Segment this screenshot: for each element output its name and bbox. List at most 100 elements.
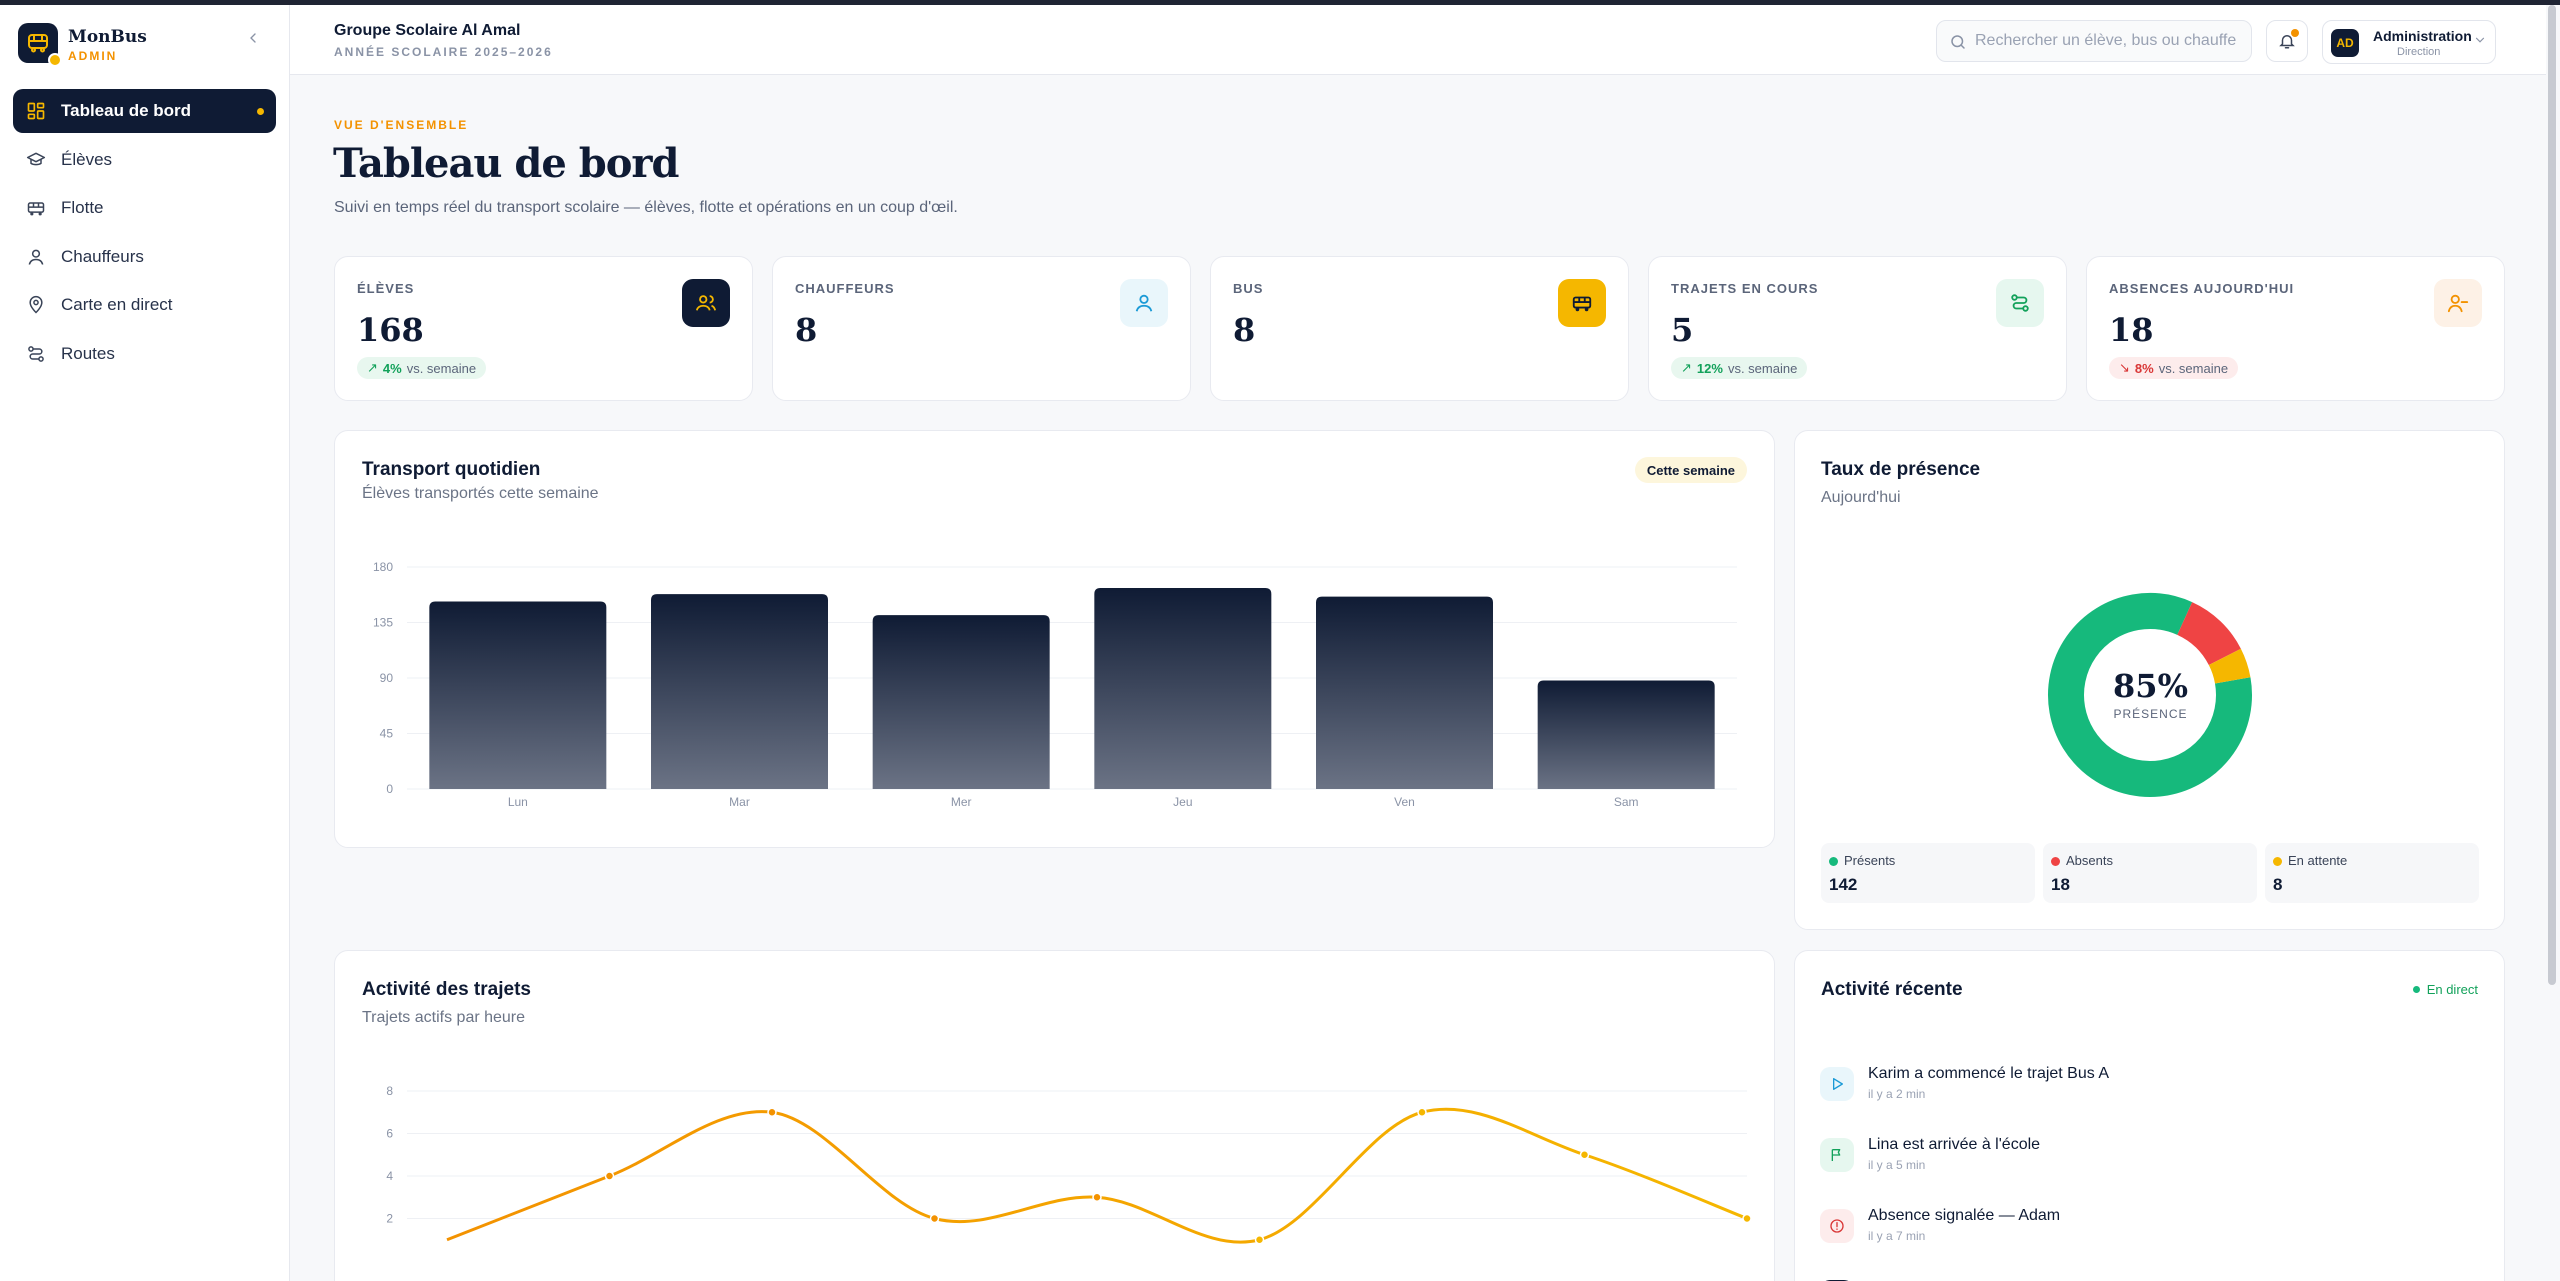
stat-card-eleves[interactable]: ÉLÈVES 168 ↗ 4% vs. semaine	[334, 256, 753, 401]
search-icon	[1951, 35, 1965, 49]
line-point	[1254, 1235, 1265, 1245]
y-tick-label: 2	[386, 1212, 393, 1226]
school-year: ANNÉE SCOLAIRE 2025–2026	[334, 45, 553, 59]
trend-badge: ↘ 8% vs. semaine	[2109, 357, 2239, 379]
stat-value: 18	[2109, 311, 2154, 349]
bar-lun	[429, 601, 607, 789]
stat-card-chauffeurs[interactable]: CHAUFFEURS 8	[772, 256, 1191, 401]
live-label: En direct	[2426, 982, 2478, 997]
sidebar-nav: Tableau de bord Élèves Flotte Chauffeurs	[13, 89, 276, 380]
search-box[interactable]	[1936, 20, 2252, 62]
alert-icon	[1820, 1209, 1854, 1243]
legend-name: Absents	[2066, 853, 2113, 868]
legend-presents: Présents 142	[1821, 843, 2035, 903]
legend-dot	[2273, 857, 2282, 866]
card-subtitle: Élèves transportés cette semaine	[362, 485, 599, 502]
live-indicator: En direct	[2412, 982, 2478, 997]
sidebar-item-tableau-de-bord[interactable]: Tableau de bord	[13, 89, 276, 133]
y-tick-label: 180	[373, 560, 393, 574]
arrow-up-right-icon: ↗	[367, 360, 378, 375]
trips-chart-card: Activité des trajets Trajets actifs par …	[334, 950, 1775, 1281]
line-point	[767, 1107, 777, 1117]
donut-slice-0	[2048, 593, 2252, 797]
sidebar-item-routes[interactable]: Routes	[13, 332, 276, 376]
notifications-button[interactable]	[2266, 20, 2308, 62]
sidebar-item-label: Chauffeurs	[61, 246, 144, 266]
sidebar-item-label: Routes	[61, 343, 115, 363]
x-tick-label: Mer	[951, 795, 972, 809]
bell-icon	[2279, 35, 2295, 49]
bus-icon	[25, 197, 47, 219]
grid-icon	[25, 100, 47, 122]
brand[interactable]: MonBus ADMIN	[18, 21, 272, 67]
stat-card-absences[interactable]: ABSENCES AUJOURD'HUI 18 ↘ 8% vs. semaine	[2086, 256, 2505, 401]
list-item[interactable]: Absence signalée — Adam il y a 7 min	[1820, 1205, 2470, 1261]
play-icon	[1820, 1067, 1854, 1101]
activity-time: il y a 2 min	[1868, 1087, 1926, 1101]
bar-ven	[1316, 596, 1493, 789]
list-item[interactable]	[1820, 1276, 2470, 1281]
map-pin-icon	[25, 294, 47, 316]
legend-dot	[2051, 857, 2060, 866]
stat-label: ABSENCES AUJOURD'HUI	[2109, 281, 2295, 296]
stat-value: 5	[1671, 311, 1694, 349]
trend-badge: ↗ 12% vs. semaine	[1671, 357, 1808, 379]
x-tick-label: Ven	[1394, 795, 1415, 809]
list-item[interactable]: Lina est arrivée à l'école il y a 5 min	[1820, 1134, 2470, 1190]
card-title: Activité des trajets	[362, 979, 531, 1000]
sidebar-item-label: Carte en direct	[61, 295, 173, 314]
chevron-down-icon	[2473, 33, 2487, 50]
graduation-cap-icon	[25, 149, 47, 171]
line-point	[604, 1171, 615, 1181]
activity-text: Absence signalée — Adam	[1868, 1207, 2061, 1224]
live-dot	[2412, 986, 2420, 993]
x-tick-label: Mar	[729, 795, 750, 809]
sidebar-item-carte-en-direct[interactable]: Carte en direct	[13, 283, 276, 327]
y-tick-label: 90	[380, 671, 394, 685]
sidebar-item-eleves[interactable]: Élèves	[13, 138, 276, 182]
legend-value: 8	[2273, 875, 2283, 894]
y-tick-label: 6	[386, 1127, 393, 1141]
bus-icon	[1558, 279, 1606, 327]
user-role: Direction	[2397, 46, 2441, 58]
list-item[interactable]: Karim a commencé le trajet Bus A il y a …	[1820, 1063, 2470, 1119]
users-icon	[682, 279, 730, 327]
recent-activity-card: Activité récente En direct Karim a comme…	[1794, 950, 2505, 1281]
active-indicator	[257, 108, 264, 115]
brand-status-dot	[48, 53, 62, 67]
line-point	[1092, 1192, 1102, 1202]
user-menu[interactable]: AD Administration Direction	[2322, 20, 2496, 64]
stat-label: CHAUFFEURS	[795, 281, 895, 296]
presence-card: Taux de présence Aujourd'hui 85% PRÉSENC…	[1794, 430, 2505, 930]
window-top-border	[0, 0, 2560, 5]
notification-badge	[2291, 29, 2299, 37]
chevron-left-icon	[250, 33, 256, 43]
bar-jeu	[1094, 587, 1272, 789]
line-point	[1417, 1107, 1427, 1117]
card-subtitle: Aujourd'hui	[1821, 489, 1901, 506]
activity-time: il y a 5 min	[1868, 1158, 1926, 1172]
stat-card-bus[interactable]: BUS 8	[1210, 256, 1629, 401]
user-minus-icon	[2434, 279, 2482, 327]
brand-name: MonBus	[68, 27, 147, 47]
stat-label: TRAJETS EN COURS	[1671, 281, 1819, 296]
search-input[interactable]	[1975, 32, 2237, 50]
trend-text: vs. semaine	[1727, 360, 1798, 376]
user-name: Administration	[2373, 28, 2472, 44]
page-scrollbar[interactable]	[2548, 5, 2556, 985]
bar-mar	[651, 594, 828, 789]
trend-value: 8%	[2134, 360, 2154, 376]
activity-text: Lina est arrivée à l'école	[1868, 1136, 2041, 1153]
avatar: AD	[2331, 29, 2359, 57]
collapse-sidebar-button[interactable]	[242, 29, 264, 51]
line-chart: 2 4 6 8	[386, 1084, 1752, 1245]
stat-value: 8	[1233, 311, 1256, 349]
legend-dot	[1829, 857, 1838, 866]
stat-card-trajets[interactable]: TRAJETS EN COURS 5 ↗ 12% vs. semaine	[1648, 256, 2067, 401]
period-selector[interactable]: Cette semaine	[1634, 457, 1747, 483]
sidebar-item-chauffeurs[interactable]: Chauffeurs	[13, 235, 276, 279]
line-point	[929, 1213, 940, 1224]
trend-value: 12%	[1696, 360, 1723, 376]
sidebar-item-flotte[interactable]: Flotte	[13, 186, 276, 230]
x-tick-label: Sam	[1614, 795, 1639, 809]
